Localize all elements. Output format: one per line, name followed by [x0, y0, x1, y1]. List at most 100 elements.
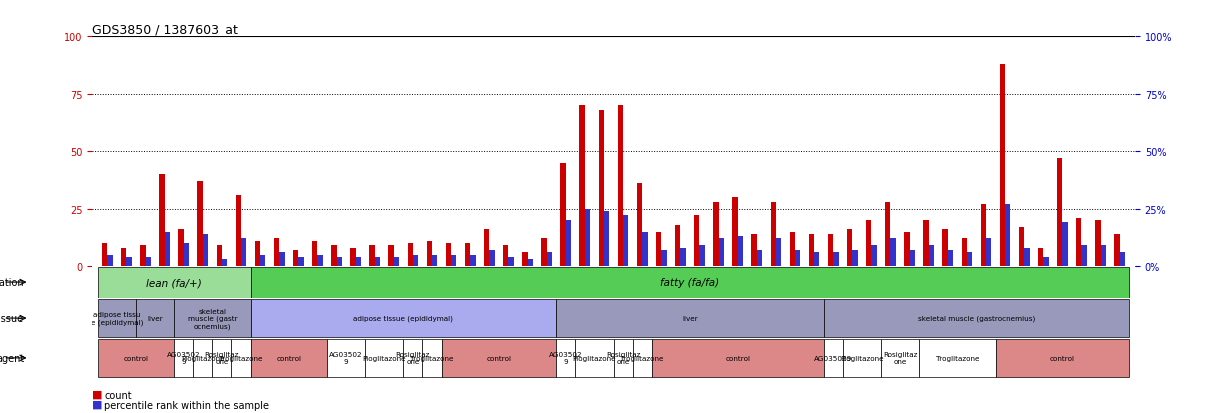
Bar [160, 175, 164, 266]
Bar [737, 237, 744, 266]
Text: skeletal
muscle (gastr
ocnemius): skeletal muscle (gastr ocnemius) [188, 308, 237, 329]
Bar [809, 234, 814, 266]
Bar [427, 241, 432, 266]
Text: agent: agent [0, 353, 25, 363]
Bar [174, 339, 194, 377]
Bar [680, 248, 686, 266]
Bar [904, 232, 909, 266]
Text: control: control [276, 355, 302, 361]
Bar [617, 106, 623, 266]
Bar [775, 239, 782, 266]
Bar [843, 339, 881, 377]
Bar [828, 234, 833, 266]
Bar [853, 250, 858, 266]
Bar [432, 255, 437, 266]
Bar [614, 339, 633, 377]
Bar [217, 246, 222, 266]
Bar [164, 232, 171, 266]
Bar [1000, 65, 1005, 266]
Bar [98, 267, 250, 298]
Text: control: control [1050, 355, 1075, 361]
Bar [566, 221, 571, 266]
Bar [585, 209, 590, 266]
Bar [394, 257, 399, 266]
Bar [1005, 204, 1010, 266]
Bar [174, 299, 250, 337]
Bar [236, 195, 240, 266]
Bar [102, 243, 107, 266]
Text: control: control [725, 355, 750, 361]
Bar [212, 339, 232, 377]
Bar [871, 246, 877, 266]
Text: tissue: tissue [0, 313, 25, 323]
Bar [1056, 159, 1063, 266]
Bar [885, 202, 891, 266]
Bar [661, 250, 666, 266]
Bar [947, 250, 953, 266]
Bar [757, 250, 762, 266]
Bar [1025, 248, 1029, 266]
Bar [280, 253, 285, 266]
Text: Rosiglitaz
one: Rosiglitaz one [606, 351, 640, 365]
Bar [1096, 221, 1101, 266]
Bar [528, 259, 533, 266]
Bar [980, 204, 987, 266]
Bar [909, 250, 915, 266]
Text: AG03502
9: AG03502 9 [329, 351, 363, 365]
Bar [356, 257, 361, 266]
Bar [962, 239, 967, 266]
Bar [413, 255, 418, 266]
Bar [541, 239, 547, 266]
Text: adipose tissu
e (epididymal): adipose tissu e (epididymal) [91, 311, 144, 325]
Bar [637, 184, 642, 266]
Text: lean (fa/+): lean (fa/+) [146, 278, 202, 287]
Bar [642, 232, 648, 266]
Bar [604, 211, 610, 266]
Bar [881, 339, 919, 377]
Bar [561, 163, 566, 266]
Bar [107, 255, 113, 266]
Bar [987, 239, 991, 266]
Bar [250, 339, 326, 377]
Bar [652, 339, 823, 377]
Text: count: count [104, 390, 133, 400]
Bar [942, 230, 947, 266]
Text: Troglitazone: Troglitazone [935, 355, 979, 361]
Text: fatty (fa/fa): fatty (fa/fa) [660, 278, 719, 287]
Bar [823, 299, 1129, 337]
Bar [126, 257, 131, 266]
Bar [814, 253, 820, 266]
Bar [575, 339, 614, 377]
Bar [823, 339, 843, 377]
Bar [198, 182, 202, 266]
Text: Pioglitazone: Pioglitazone [573, 355, 616, 361]
Bar [919, 339, 995, 377]
Bar [250, 299, 556, 337]
Text: ■: ■ [92, 399, 103, 409]
Bar [232, 339, 250, 377]
Bar [389, 246, 394, 266]
Bar [1038, 248, 1043, 266]
Text: ■: ■ [92, 389, 103, 399]
Bar [719, 239, 724, 266]
Bar [445, 243, 452, 266]
Bar [1063, 223, 1067, 266]
Text: liver: liver [682, 315, 698, 321]
Bar [699, 246, 704, 266]
Text: control: control [486, 355, 512, 361]
Bar [995, 339, 1129, 377]
Bar [523, 253, 528, 266]
Text: Rosiglitaz
one: Rosiglitaz one [883, 351, 918, 365]
Bar [293, 250, 298, 266]
Bar [633, 339, 652, 377]
Text: skeletal muscle (gastrocnemius): skeletal muscle (gastrocnemius) [918, 315, 1036, 322]
Text: Troglitazone: Troglitazone [220, 355, 263, 361]
Text: liver: liver [147, 315, 163, 321]
Bar [733, 197, 737, 266]
Bar [623, 216, 628, 266]
Bar [121, 248, 126, 266]
Bar [465, 243, 470, 266]
Bar [556, 339, 575, 377]
Bar [369, 246, 374, 266]
Bar [470, 255, 476, 266]
